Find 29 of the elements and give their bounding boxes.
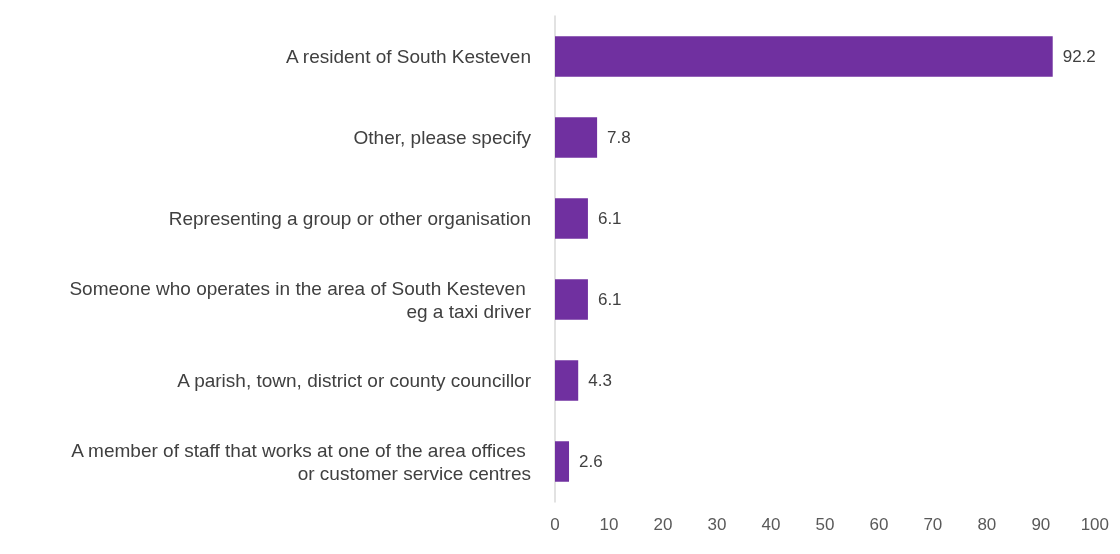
bar [555,441,570,482]
x-tick-label: 30 [707,515,727,534]
bar [555,117,598,158]
bar [555,360,579,401]
bar [555,198,588,239]
data-label: 6.1 [597,209,622,228]
data-label: 4.3 [588,371,612,390]
x-tick-label: 100 [1080,515,1110,534]
x-tick-label: 20 [653,515,673,534]
y-tick-label: Representing a group or other organisation [168,208,531,229]
x-tick-label: 0 [550,515,560,534]
bar [555,36,1053,77]
x-tick-label: 70 [923,515,943,534]
x-tick-label: 40 [761,515,781,534]
y-tick-label: Someone who operates in the area of South Kesteven eg a taxi driver [69,277,532,322]
x-tick-label: 80 [977,515,997,534]
x-tick-label: 10 [599,515,619,534]
y-tick-label: A parish, town, district or county councillor [177,370,532,391]
x-tick-label: 90 [1031,515,1051,534]
y-tick-label: A member of staff that works at one of the area offices or customer service centres [71,439,531,484]
y-tick-label: A resident of South Kesteven [285,46,531,67]
data-label: 2.6 [579,452,603,471]
y-tick-label: Other, please specify [353,127,532,148]
data-label: 6.1 [597,290,622,309]
x-tick-label: 60 [869,515,889,534]
x-tick-label: 50 [815,515,835,534]
data-label: 7.8 [607,128,631,147]
bar [555,279,588,320]
data-label: 92.2 [1062,47,1096,66]
